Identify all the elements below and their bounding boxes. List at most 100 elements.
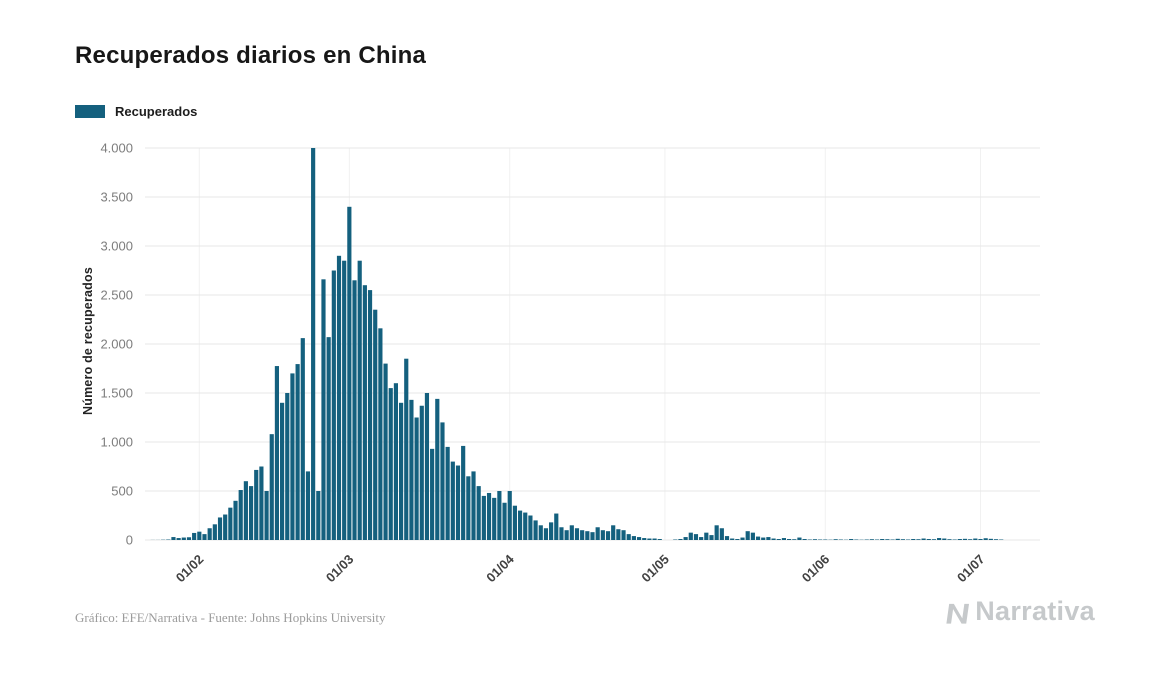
bar[interactable] <box>973 538 978 540</box>
bar[interactable] <box>362 285 367 540</box>
bar[interactable] <box>248 486 254 540</box>
bar[interactable] <box>802 539 807 540</box>
bar[interactable] <box>916 539 921 540</box>
bar[interactable] <box>911 539 916 540</box>
bar[interactable] <box>611 525 616 540</box>
bar[interactable] <box>414 417 419 541</box>
bar[interactable] <box>792 539 797 540</box>
bar[interactable] <box>269 434 274 540</box>
bar[interactable] <box>797 537 802 540</box>
bar[interactable] <box>181 537 186 540</box>
bar[interactable] <box>543 528 549 540</box>
bar[interactable] <box>745 531 750 540</box>
bar[interactable] <box>404 358 409 540</box>
bar[interactable] <box>559 527 564 540</box>
bar[interactable] <box>549 522 554 540</box>
bar[interactable] <box>481 495 486 540</box>
bar[interactable] <box>569 525 574 540</box>
bar[interactable] <box>781 538 787 540</box>
bar[interactable] <box>393 383 398 540</box>
bar[interactable] <box>755 536 761 540</box>
bar[interactable] <box>357 260 362 540</box>
bar[interactable] <box>383 363 388 540</box>
bar[interactable] <box>776 539 781 540</box>
bar[interactable] <box>254 469 259 540</box>
bar[interactable] <box>217 517 223 540</box>
bar[interactable] <box>657 539 662 540</box>
bar[interactable] <box>631 536 636 540</box>
bar[interactable] <box>331 270 336 541</box>
bar[interactable] <box>983 538 988 540</box>
bar[interactable] <box>926 539 931 540</box>
bar[interactable] <box>274 366 280 540</box>
bar[interactable] <box>264 491 269 540</box>
bar[interactable] <box>849 539 854 540</box>
bar[interactable] <box>600 530 605 540</box>
bar[interactable] <box>962 538 968 540</box>
bar[interactable] <box>585 531 590 540</box>
bar[interactable] <box>595 527 600 540</box>
bar[interactable] <box>937 538 942 540</box>
bar[interactable] <box>699 537 704 540</box>
bar[interactable] <box>652 538 657 540</box>
bar[interactable] <box>202 534 207 540</box>
bar[interactable] <box>492 497 497 540</box>
bar[interactable] <box>347 206 352 541</box>
bar[interactable] <box>507 491 512 540</box>
bar[interactable] <box>311 148 316 540</box>
bar[interactable] <box>300 338 305 540</box>
bar[interactable] <box>295 364 300 540</box>
bar[interactable] <box>942 538 947 540</box>
bar[interactable] <box>993 539 999 540</box>
bar[interactable] <box>730 538 735 540</box>
bar[interactable] <box>517 510 523 540</box>
bar[interactable] <box>497 491 502 540</box>
bar[interactable] <box>978 539 983 540</box>
bar[interactable] <box>352 280 357 540</box>
bar[interactable] <box>636 537 642 540</box>
bar[interactable] <box>466 476 471 540</box>
bar[interactable] <box>616 529 621 540</box>
bar[interactable] <box>538 525 543 540</box>
bar[interactable] <box>373 309 378 540</box>
bar[interactable] <box>574 528 580 540</box>
bar[interactable] <box>321 279 326 540</box>
bar[interactable] <box>186 537 192 540</box>
bar[interactable] <box>968 539 973 540</box>
bar[interactable] <box>176 538 181 540</box>
bar[interactable] <box>771 538 776 540</box>
bar[interactable] <box>455 465 461 540</box>
bar[interactable] <box>476 486 481 540</box>
bar[interactable] <box>228 507 233 540</box>
bar[interactable] <box>388 388 393 540</box>
bar[interactable] <box>440 422 445 540</box>
bar[interactable] <box>957 539 962 540</box>
bar[interactable] <box>238 490 243 540</box>
bar[interactable] <box>605 531 611 540</box>
bar[interactable] <box>931 539 937 540</box>
bar[interactable] <box>445 446 450 540</box>
bar[interactable] <box>533 520 538 540</box>
bar[interactable] <box>450 461 455 540</box>
bar[interactable] <box>486 492 492 540</box>
bar[interactable] <box>419 405 424 540</box>
bar[interactable] <box>704 532 709 540</box>
bar[interactable] <box>424 393 430 540</box>
bar[interactable] <box>290 373 295 540</box>
bar[interactable] <box>528 515 533 541</box>
bar[interactable] <box>740 537 745 540</box>
bar[interactable] <box>471 471 476 540</box>
bar[interactable] <box>554 513 559 540</box>
bar[interactable] <box>336 255 342 541</box>
bar[interactable] <box>750 532 755 540</box>
bar[interactable] <box>523 512 528 540</box>
bar[interactable] <box>171 537 176 540</box>
bar[interactable] <box>719 528 724 540</box>
bar[interactable] <box>409 399 414 540</box>
bar[interactable] <box>621 530 626 540</box>
bar[interactable] <box>678 539 683 540</box>
bar[interactable] <box>885 539 890 540</box>
bar[interactable] <box>761 537 766 540</box>
bar[interactable] <box>833 539 838 540</box>
bar[interactable] <box>280 402 285 540</box>
